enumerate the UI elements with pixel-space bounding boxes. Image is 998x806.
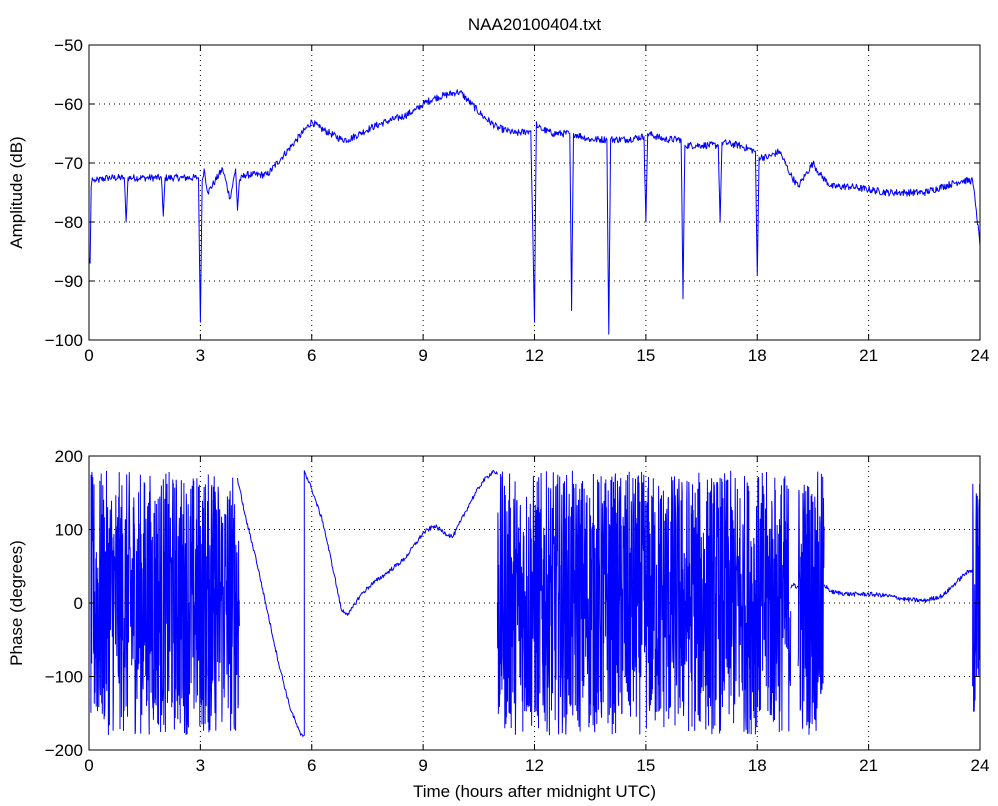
x-tick-label: 0 xyxy=(84,756,93,775)
x-tick-label: 18 xyxy=(748,756,767,775)
series-group xyxy=(89,89,980,335)
x-tick-label: 12 xyxy=(525,756,544,775)
phase-noise-segment xyxy=(153,471,216,735)
x-tick-label: 15 xyxy=(636,346,655,365)
phase-series-line xyxy=(790,582,799,589)
x-tick-label: 3 xyxy=(196,756,205,775)
phase-noise-segment xyxy=(496,470,792,736)
x-tick-label: 3 xyxy=(196,346,205,365)
x-tick-label: 21 xyxy=(859,756,878,775)
phase-noise-segment xyxy=(90,470,155,735)
phase-y-axis-label: Phase (degrees) xyxy=(7,540,26,666)
x-tick-label: 18 xyxy=(748,346,767,365)
y-tick-label: 200 xyxy=(55,447,83,466)
amplitude-series-line xyxy=(89,89,980,335)
x-tick-label: 12 xyxy=(525,346,544,365)
y-tick-label: −80 xyxy=(54,213,83,232)
phase-noise-segment xyxy=(972,483,980,712)
amplitude-y-axis-label: Amplitude (dB) xyxy=(7,136,26,248)
series-group xyxy=(90,470,980,737)
y-tick-label: 100 xyxy=(55,521,83,540)
y-tick-label: −100 xyxy=(45,331,83,350)
x-tick-label: 9 xyxy=(418,756,427,775)
x-tick-label: 6 xyxy=(307,756,316,775)
chart-title: NAA20100404.txt xyxy=(468,15,602,34)
x-tick-label: 21 xyxy=(859,346,878,365)
x-tick-label: 24 xyxy=(971,346,990,365)
phase-noise-segment xyxy=(207,476,240,733)
amplitude-plot: 0 3 6 9 12 15 18 21 24 −100 −90 −80 −70 −60 −50 xyxy=(45,36,990,365)
x-tick-label: 24 xyxy=(971,756,990,775)
phase-series-line xyxy=(823,569,974,603)
phase-noise-segment xyxy=(797,471,825,735)
y-tick-label: −50 xyxy=(54,36,83,55)
x-tick-label: 6 xyxy=(307,346,316,365)
x-tick-label: 0 xyxy=(84,346,93,365)
phase-series-line xyxy=(237,470,498,737)
x-tick-label: 9 xyxy=(418,346,427,365)
time-x-axis-label: Time (hours after midnight UTC) xyxy=(413,782,656,801)
y-tick-label: −100 xyxy=(45,668,83,687)
x-tick-label: 15 xyxy=(636,756,655,775)
y-tick-label: −60 xyxy=(54,95,83,114)
y-tick-label: 0 xyxy=(74,594,83,613)
y-tick-label: −90 xyxy=(54,272,83,291)
y-tick-label: −70 xyxy=(54,154,83,173)
y-tick-label: −200 xyxy=(45,741,83,760)
phase-plot: 0 3 6 9 12 15 18 21 24 −200 −100 0 100 200 xyxy=(45,447,990,775)
